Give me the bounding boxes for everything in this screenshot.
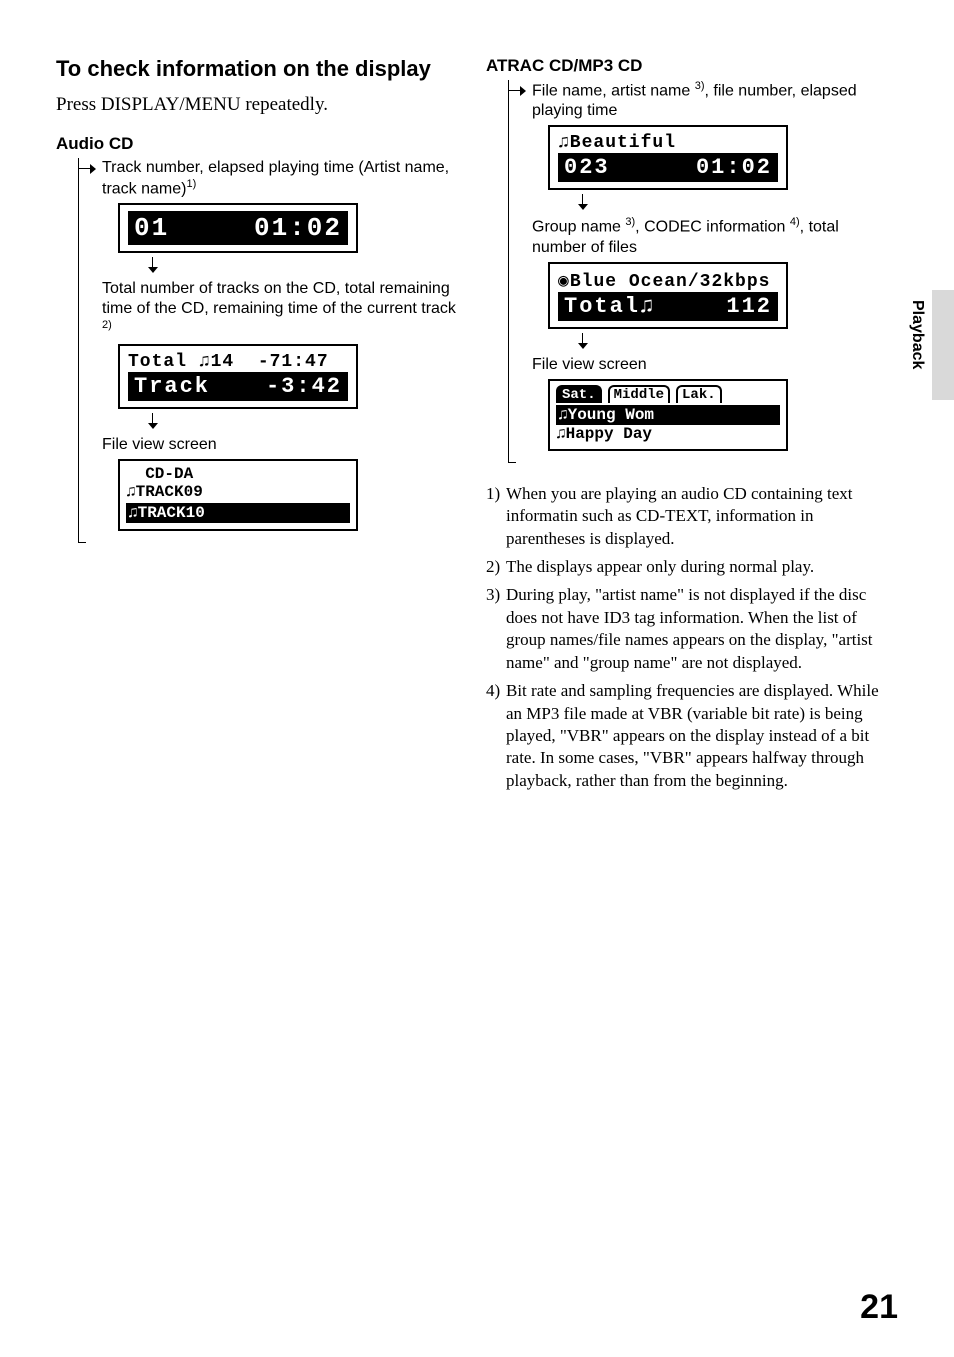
lcd3-row1: CD-DA bbox=[126, 465, 350, 483]
audio-step2-desc: Total number of tracks on the CD, total … bbox=[102, 279, 456, 340]
rlcd1-line2a: 023 bbox=[564, 155, 610, 180]
arrow-down-icon bbox=[148, 257, 158, 273]
intro-text: Press DISPLAY/MENU repeatedly. bbox=[56, 92, 456, 118]
audio-cd-heading: Audio CD bbox=[56, 134, 456, 154]
footnote-3: 3)During play, "artist name" is not disp… bbox=[486, 584, 886, 674]
arrow-right-icon bbox=[508, 86, 526, 96]
rlcd3-row3: ♫Happy Day bbox=[556, 425, 780, 443]
audio-step3-desc: File view screen bbox=[102, 435, 456, 455]
rlcd3-row2: ♫Young Wom bbox=[556, 405, 780, 425]
section-title: To check information on the display bbox=[56, 56, 456, 82]
footnote-1: 1)When you are playing an audio CD conta… bbox=[486, 483, 886, 550]
lcd-display-r2: ◉Blue Ocean/32kbps Total♫ 112 bbox=[548, 262, 788, 329]
rlcd3-tab1: Sat. bbox=[556, 385, 602, 403]
rlcd3-tab3: Lak. bbox=[676, 385, 722, 403]
atrac-step3: File view screen Sat. Middle Lak. ♫Young… bbox=[508, 355, 886, 451]
audio-step3: File view screen CD-DA ♫TRACK09 ♫TRACK10 bbox=[78, 435, 456, 531]
page-number: 21 bbox=[860, 1288, 898, 1327]
lcd3-row3: ♫TRACK10 bbox=[126, 503, 350, 523]
flow-return-corner bbox=[508, 455, 516, 463]
arrow-down-icon bbox=[578, 194, 588, 210]
lcd3-row2: ♫TRACK09 bbox=[126, 483, 350, 501]
lcd2-line2b: -3:42 bbox=[266, 374, 342, 399]
lcd-display-r1: ♫Beautiful 023 01:02 bbox=[548, 125, 788, 190]
arrow-down-icon bbox=[148, 413, 158, 429]
arrow-down-icon bbox=[578, 333, 588, 349]
audio-step1: Track number, elapsed playing time (Arti… bbox=[78, 158, 456, 273]
atrac-heading: ATRAC CD/MP3 CD bbox=[486, 56, 886, 76]
rlcd1-line2b: 01:02 bbox=[696, 155, 772, 180]
arrow-right-icon bbox=[78, 164, 96, 174]
rlcd2-line1: ◉Blue Ocean/32kbps bbox=[558, 270, 778, 292]
rlcd3-tab2: Middle bbox=[608, 385, 670, 403]
audio-cd-flow: Track number, elapsed playing time (Arti… bbox=[78, 158, 456, 542]
lcd2-line2a: Track bbox=[134, 374, 210, 399]
footnotes: 1)When you are playing an audio CD conta… bbox=[486, 483, 886, 793]
atrac-step2-desc: Group name 3), CODEC information 4), tot… bbox=[532, 216, 886, 257]
lcd-display-3: CD-DA ♫TRACK09 ♫TRACK10 bbox=[118, 459, 358, 531]
atrac-step3-desc: File view screen bbox=[532, 355, 886, 375]
atrac-step1: File name, artist name 3), file number, … bbox=[508, 80, 886, 210]
side-label: Playback bbox=[908, 300, 926, 369]
footnote-2: 2)The displays appear only during normal… bbox=[486, 556, 886, 578]
lcd1-time: 01:02 bbox=[254, 213, 342, 243]
right-column: ATRAC CD/MP3 CD File name, artist name 3… bbox=[486, 56, 886, 798]
lcd-display-2: Total ♫14 -71:47 Track -3:42 bbox=[118, 344, 358, 409]
rlcd1-line1: ♫Beautiful bbox=[558, 133, 778, 153]
flow-return-corner bbox=[78, 535, 86, 543]
audio-step2: Total number of tracks on the CD, total … bbox=[78, 279, 456, 429]
audio-step1-desc: Track number, elapsed playing time (Arti… bbox=[102, 158, 456, 199]
left-column: To check information on the display Pres… bbox=[56, 56, 456, 798]
lcd1-track: 01 bbox=[134, 213, 169, 243]
rlcd3-tabs: Sat. Middle Lak. bbox=[556, 385, 780, 403]
lcd-display-1: 01 01:02 bbox=[118, 203, 358, 253]
atrac-flow: File name, artist name 3), file number, … bbox=[508, 80, 886, 461]
atrac-step2: Group name 3), CODEC information 4), tot… bbox=[508, 216, 886, 348]
rlcd2-line2b: 112 bbox=[726, 294, 772, 319]
lcd-display-r3: Sat. Middle Lak. ♫Young Wom ♫Happy Day bbox=[548, 379, 788, 451]
rlcd2-line2a: Total♫ bbox=[564, 294, 655, 319]
side-tab bbox=[932, 290, 954, 400]
footnote-4: 4)Bit rate and sampling frequencies are … bbox=[486, 680, 886, 792]
lcd2-line1: Total ♫14 -71:47 bbox=[128, 352, 348, 372]
atrac-step1-desc: File name, artist name 3), file number, … bbox=[532, 80, 886, 121]
